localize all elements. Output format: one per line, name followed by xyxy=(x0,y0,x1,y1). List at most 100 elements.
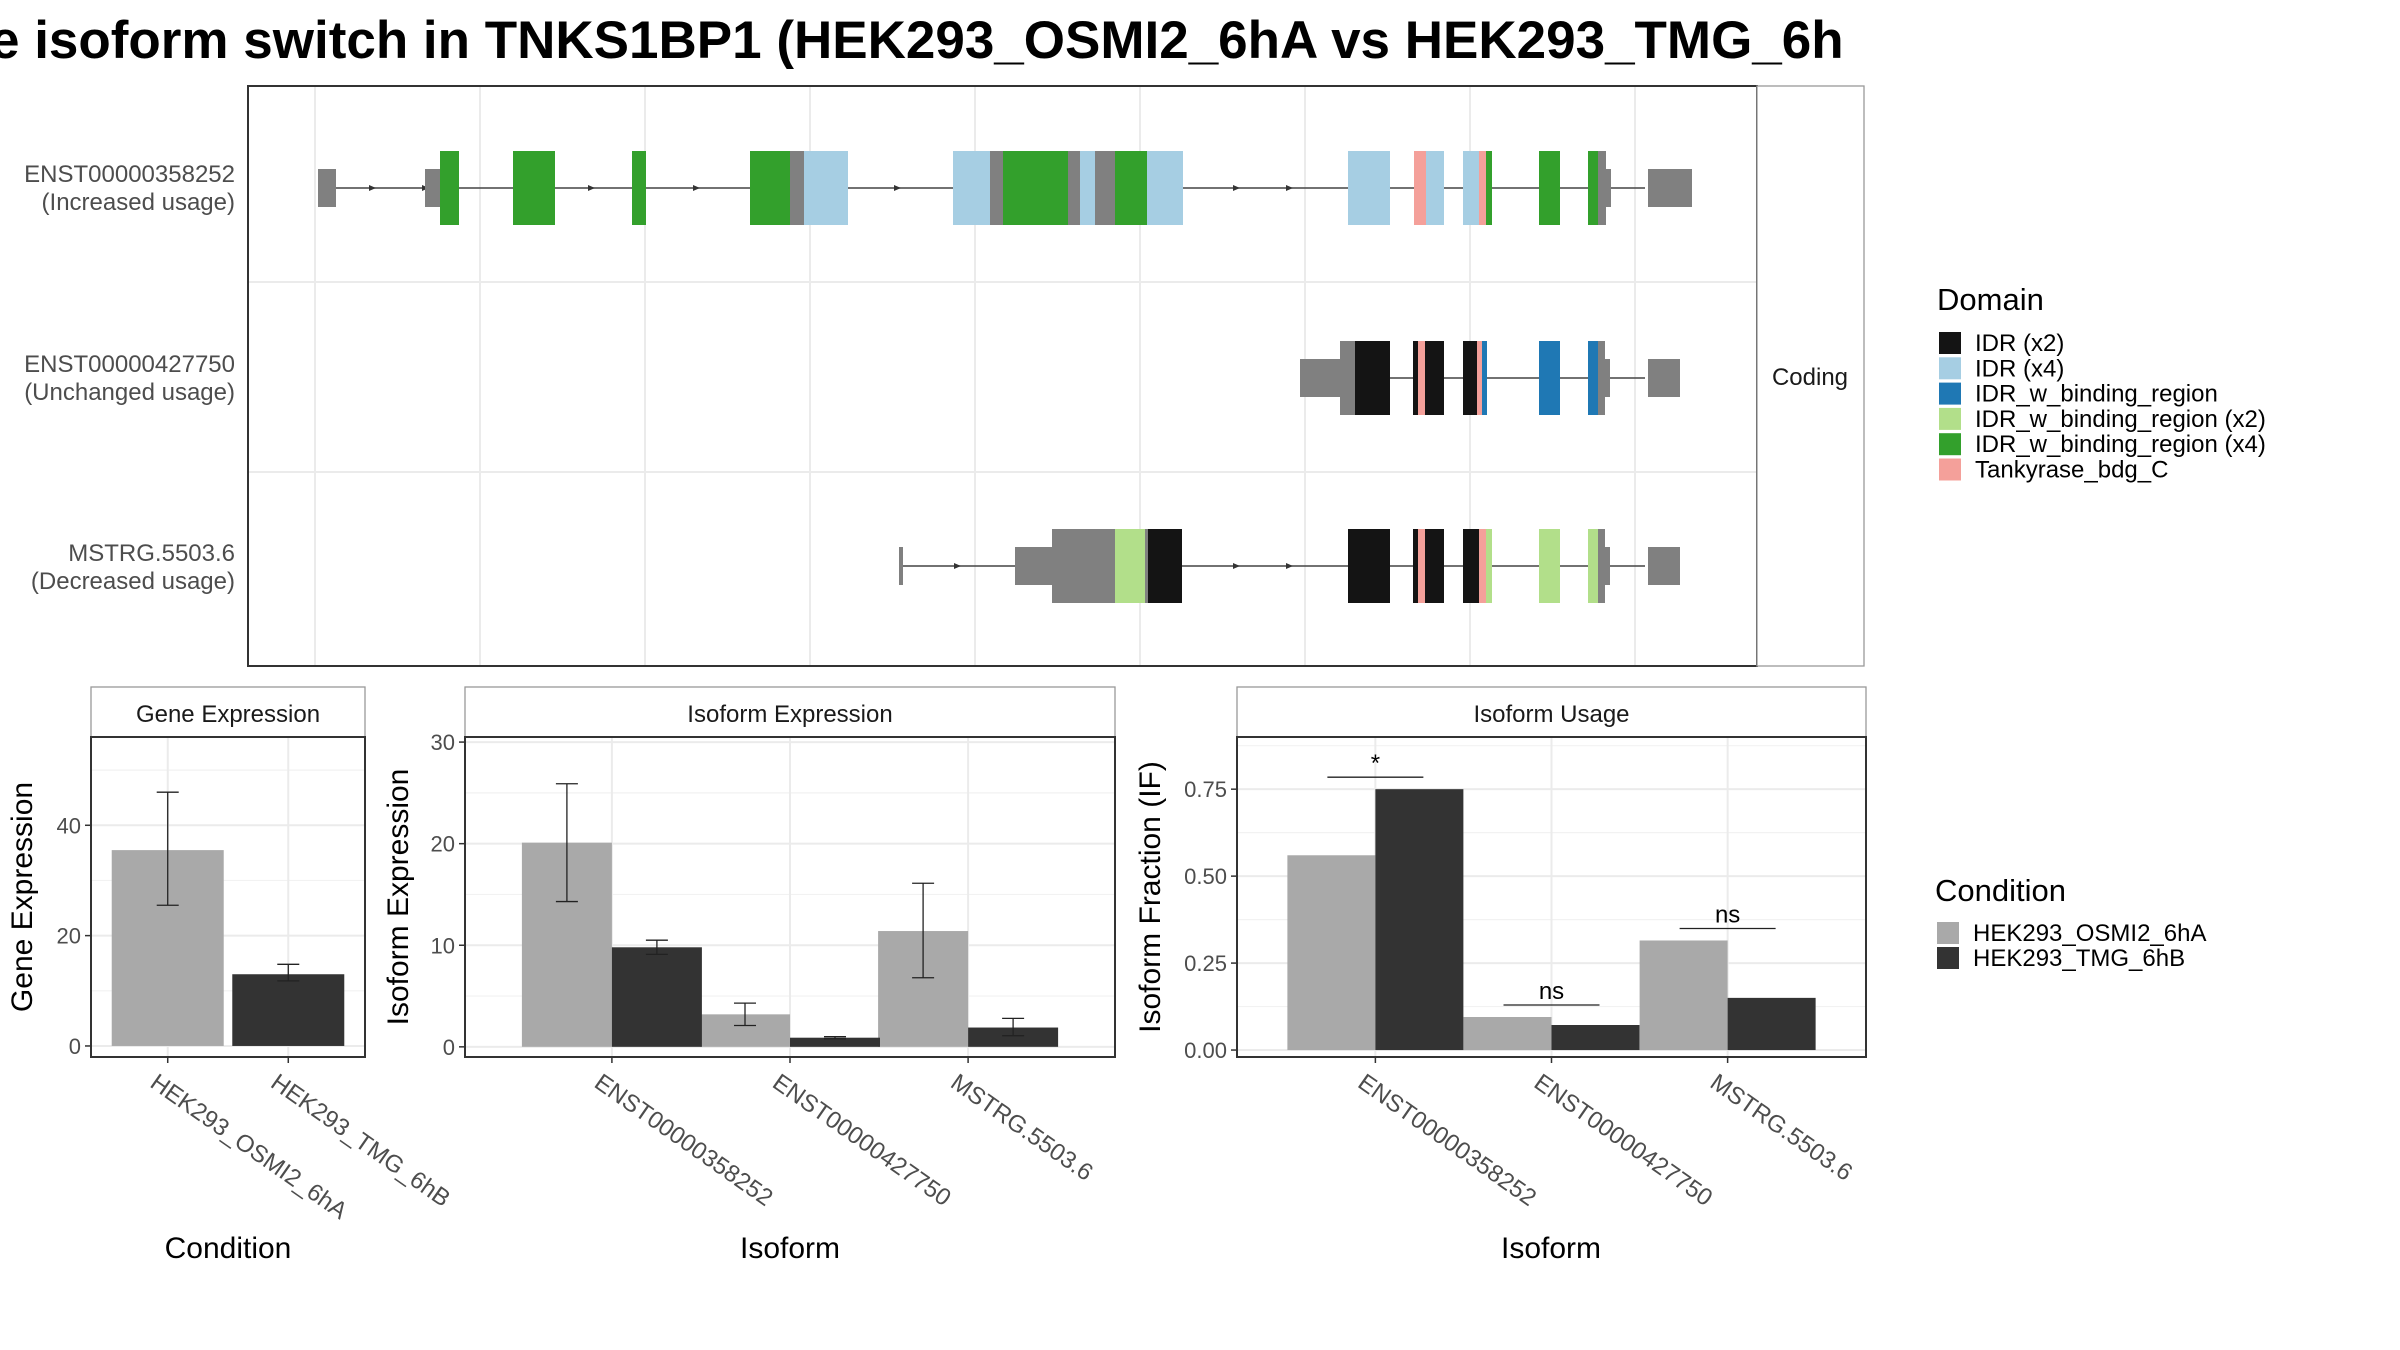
utr-block xyxy=(1606,169,1611,207)
structure-strip-box xyxy=(1756,85,1865,667)
intron-arrow xyxy=(369,185,376,191)
structure-transcripts xyxy=(318,151,1692,603)
utr-block xyxy=(1068,151,1080,225)
domain-legend-label: IDR_w_binding_region (x2) xyxy=(1975,406,2266,433)
domain-legend-key xyxy=(1939,332,1961,354)
transcript-label-3-id: MSTRG.5503.6 xyxy=(68,540,235,567)
domain-block xyxy=(1479,151,1486,225)
x-tick-label: MSTRG.5503.6 xyxy=(946,1069,1098,1187)
domain-block xyxy=(1463,151,1479,225)
domain-legend-key xyxy=(1939,382,1961,405)
isoform-expression-panel: Isoform Expression 0 10 20 30 ENST00000358252… xyxy=(382,686,1116,1265)
domain-legend-label: IDR_w_binding_region xyxy=(1975,381,2218,408)
bar xyxy=(1639,940,1728,1051)
x-axis-label: Isoform xyxy=(740,1232,840,1265)
bar xyxy=(968,1027,1059,1047)
domain-block xyxy=(804,151,848,225)
figure-title: e isoform switch in TNKS1BP1 (HEK293_OSM… xyxy=(0,11,1844,70)
domain-block xyxy=(1413,341,1418,415)
utr-block xyxy=(790,151,804,225)
utr-block xyxy=(425,169,440,207)
x-axis-label: Condition xyxy=(165,1232,292,1265)
y-tick-label: 10 xyxy=(431,933,455,958)
x-tick-label: MSTRG.5503.6 xyxy=(1705,1069,1857,1187)
structure-panel: Coding ENST00000358252 (Increased usage)… xyxy=(24,85,1865,667)
domain-block xyxy=(1414,151,1426,225)
condition-legend-label: HEK293_TMG_6hB xyxy=(1973,945,2185,972)
transcript-label-2-usage: (Unchanged usage) xyxy=(24,379,235,406)
utr-block xyxy=(1648,547,1680,585)
domain-block xyxy=(1003,151,1068,225)
condition-legend-title: Condition xyxy=(1935,873,2066,908)
domain-block xyxy=(440,151,459,225)
domain-block xyxy=(1425,341,1444,415)
strip-box xyxy=(464,686,1116,738)
y-tick-label: 20 xyxy=(431,832,455,857)
intron-arrow xyxy=(1233,185,1240,191)
y-tick-label: 40 xyxy=(57,813,81,838)
domain-legend-label: IDR_w_binding_region (x4) xyxy=(1975,431,2266,458)
domain-block xyxy=(1486,151,1492,225)
y-tick-label: 0.75 xyxy=(1184,777,1227,802)
utr-block xyxy=(1648,169,1692,207)
panel-title: Isoform Usage xyxy=(1473,701,1629,728)
strip-box xyxy=(1236,686,1867,738)
transcript-label-1-id: ENST00000358252 xyxy=(24,161,235,188)
x-tick-label: ENST00000427750 xyxy=(768,1069,956,1212)
plot-border xyxy=(90,736,366,1058)
domain-block xyxy=(1115,529,1145,603)
structure-strip-label: Coding xyxy=(1772,364,1848,391)
domain-block xyxy=(1348,529,1390,603)
domain-block xyxy=(1080,151,1095,225)
domain-block xyxy=(1147,151,1183,225)
transcript-label-1-usage: (Increased usage) xyxy=(42,189,235,216)
intron-arrow xyxy=(1286,563,1293,569)
utr-block xyxy=(1648,359,1680,397)
domain-legend: Domain IDR (x2)IDR (x4)IDR_w_binding_reg… xyxy=(1937,282,2266,484)
domain-legend-key xyxy=(1939,357,1961,380)
utr-block xyxy=(318,169,336,207)
utr-block xyxy=(1598,529,1605,603)
transcript-labels: ENST00000358252 (Increased usage) ENST00… xyxy=(24,161,235,595)
bar xyxy=(1463,1017,1552,1051)
transcript-track-3 xyxy=(899,529,1680,603)
domain-block xyxy=(1588,341,1598,415)
domain-legend-title: Domain xyxy=(1937,282,2044,317)
domain-block xyxy=(750,151,790,225)
panel-title: Gene Expression xyxy=(136,701,320,728)
domain-block xyxy=(1426,151,1444,225)
utr-block xyxy=(1605,359,1610,397)
domain-block xyxy=(1479,529,1486,603)
significance-label: * xyxy=(1371,750,1380,777)
bar xyxy=(232,974,345,1046)
utr-block xyxy=(1340,341,1355,415)
condition-legend-key xyxy=(1937,922,1959,944)
y-axis-label: Isoform Expression xyxy=(382,769,415,1026)
domain-legend-key xyxy=(1939,433,1961,456)
x-tick-label: ENST00000358252 xyxy=(589,1069,777,1212)
y-tick-label: 0.00 xyxy=(1184,1038,1227,1063)
bar xyxy=(1287,855,1376,1051)
isoform-usage-panel: Isoform Usage 0.00 0.25 0.50 0.75 * ns ns ENST00… xyxy=(1134,686,1867,1265)
utr-block xyxy=(1598,151,1606,225)
y-tick-label: 20 xyxy=(57,924,81,949)
domain-block xyxy=(632,151,646,225)
domain-block xyxy=(953,151,990,225)
domain-block xyxy=(1539,341,1560,415)
domain-block xyxy=(1477,341,1482,415)
bar xyxy=(1375,789,1464,1051)
bar xyxy=(1551,1025,1640,1051)
y-axis-label: Gene Expression xyxy=(6,782,39,1012)
domain-legend-key xyxy=(1939,458,1961,481)
utr-block xyxy=(1095,151,1115,225)
utr-block xyxy=(899,547,903,585)
x-tick-label: ENST00000427750 xyxy=(1529,1069,1717,1212)
domain-block xyxy=(1418,341,1425,415)
domain-legend-label: IDR (x2) xyxy=(1975,330,2064,357)
y-tick-label: 0 xyxy=(443,1035,455,1060)
domain-block xyxy=(1482,341,1487,415)
domain-legend-label: Tankyrase_bdg_C xyxy=(1975,457,2168,484)
condition-legend-label: HEK293_OSMI2_6hA xyxy=(1973,920,2206,947)
y-tick-label: 0 xyxy=(69,1034,81,1059)
